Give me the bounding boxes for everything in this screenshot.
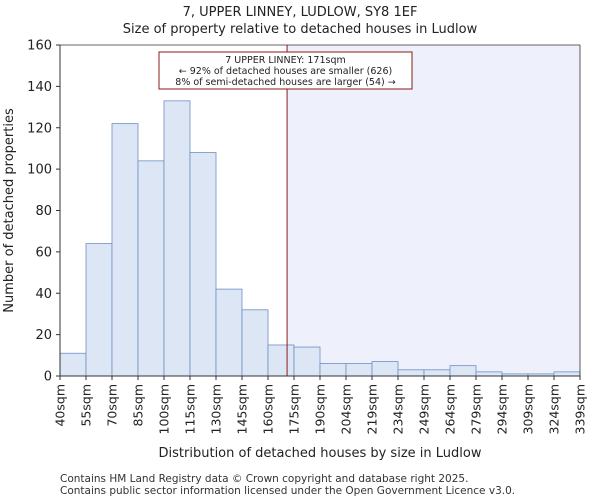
bar-175sqm bbox=[293, 346, 321, 377]
chart-subtitle: Size of property relative to detached ho… bbox=[122, 22, 478, 37]
x-tick-label: 190sqm bbox=[313, 384, 328, 434]
x-tick-label: 264sqm bbox=[443, 384, 458, 434]
bar-145sqm bbox=[241, 309, 269, 377]
bar-130sqm bbox=[215, 288, 243, 377]
x-axis-title: Distribution of detached houses by size … bbox=[159, 446, 482, 461]
y-tick-label: 20 bbox=[35, 328, 52, 343]
bar-190sqm bbox=[319, 363, 347, 377]
y-tick-label: 100 bbox=[27, 163, 52, 178]
annotation-box bbox=[158, 51, 413, 90]
annotation-line-1: 7 UPPER LINNEY: 171sqm bbox=[225, 55, 346, 66]
bar-160sqm bbox=[267, 344, 295, 377]
y-tick-label: 80 bbox=[35, 204, 52, 219]
x-tick-label: 279sqm bbox=[469, 384, 484, 434]
bar-115sqm bbox=[189, 152, 217, 377]
y-tick-label: 60 bbox=[35, 245, 52, 260]
chart-title: 7, UPPER LINNEY, LUDLOW, SY8 1EF bbox=[182, 5, 418, 20]
bar-40sqm bbox=[59, 352, 87, 377]
larger-region-shade bbox=[287, 45, 580, 376]
x-tick-label: 249sqm bbox=[417, 384, 432, 434]
x-tick-label: 70sqm bbox=[105, 384, 120, 427]
x-tick-label: 145sqm bbox=[235, 384, 250, 434]
bar-70sqm bbox=[111, 123, 139, 377]
y-tick-label: 140 bbox=[27, 80, 52, 95]
bar-100sqm bbox=[163, 100, 191, 377]
y-tick-label: 160 bbox=[27, 39, 52, 54]
x-tick-label: 324sqm bbox=[547, 384, 562, 434]
annotation-line-2: ← 92% of detached houses are smaller (62… bbox=[179, 66, 392, 77]
x-tick-label: 294sqm bbox=[495, 384, 510, 434]
x-tick-label: 234sqm bbox=[391, 384, 406, 434]
x-tick-label: 130sqm bbox=[209, 384, 224, 434]
bar-279sqm bbox=[475, 371, 503, 377]
x-tick-label: 160sqm bbox=[261, 384, 276, 434]
bar-234sqm bbox=[397, 369, 425, 377]
x-tick-label: 339sqm bbox=[573, 384, 588, 434]
x-tick-label: 204sqm bbox=[339, 384, 354, 434]
bar-249sqm bbox=[423, 369, 451, 377]
bar-85sqm bbox=[137, 160, 165, 377]
y-axis-title: Number of detached properties bbox=[2, 108, 17, 313]
x-tick-label: 309sqm bbox=[521, 384, 536, 434]
x-tick-label: 219sqm bbox=[365, 384, 380, 434]
footer-line-1: Contains HM Land Registry data © Crown c… bbox=[60, 473, 469, 485]
footer-attribution: Contains HM Land Registry data © Crown c… bbox=[60, 473, 515, 497]
x-tick-label: 100sqm bbox=[157, 384, 172, 434]
x-tick-label: 115sqm bbox=[183, 384, 198, 434]
bar-219sqm bbox=[371, 361, 399, 377]
bar-264sqm bbox=[449, 365, 477, 377]
annotation-line-3: 8% of semi-detached houses are larger (5… bbox=[175, 77, 395, 88]
x-tick-label: 85sqm bbox=[131, 384, 146, 427]
y-tick-label: 40 bbox=[35, 287, 52, 302]
bar-55sqm bbox=[85, 243, 113, 377]
x-tick-label: 175sqm bbox=[287, 384, 302, 434]
y-tick-label: 120 bbox=[27, 121, 52, 136]
x-tick-label: 55sqm bbox=[79, 384, 94, 427]
bar-204sqm bbox=[345, 363, 373, 377]
bar-324sqm bbox=[553, 371, 581, 377]
x-tick-label: 40sqm bbox=[53, 384, 68, 427]
y-tick-label: 0 bbox=[44, 370, 52, 385]
footer-line-2: Contains public sector information licen… bbox=[60, 485, 516, 497]
